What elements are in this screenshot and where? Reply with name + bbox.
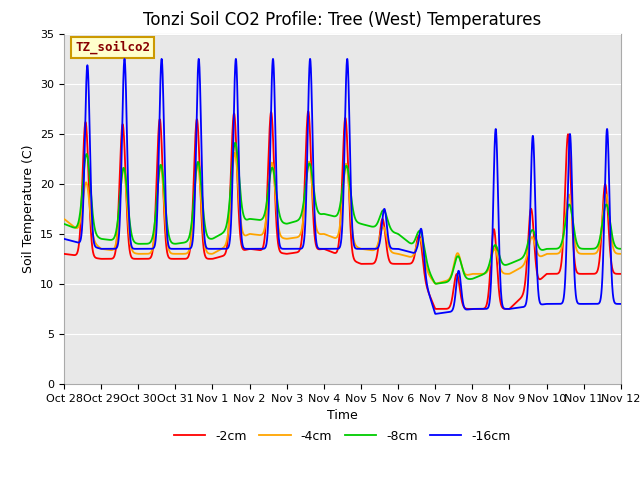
-8cm <box>433 281 440 287</box>
-2cm <box>433 306 440 312</box>
-16cm <box>617 301 625 307</box>
-16cm <box>160 131 168 136</box>
Line: -8cm: -8cm <box>64 143 621 284</box>
Title: Tonzi Soil CO2 Profile: Tree (West) Temperatures: Tonzi Soil CO2 Profile: Tree (West) Temp… <box>143 11 541 29</box>
Legend: -2cm, -4cm, -8cm, -16cm: -2cm, -4cm, -8cm, -16cm <box>169 425 516 448</box>
-4cm <box>160 199 168 205</box>
-2cm <box>436 306 444 312</box>
-2cm <box>617 271 625 277</box>
-2cm <box>160 206 168 212</box>
-8cm <box>617 246 625 252</box>
-8cm <box>436 280 444 286</box>
-4cm <box>60 216 68 222</box>
X-axis label: Time: Time <box>327 409 358 422</box>
-16cm <box>468 306 476 312</box>
Text: TZ_soilco2: TZ_soilco2 <box>75 41 150 54</box>
Line: -16cm: -16cm <box>64 59 621 314</box>
-4cm <box>322 232 330 238</box>
-16cm <box>499 304 507 310</box>
-8cm <box>616 246 624 252</box>
-16cm <box>616 301 624 307</box>
-8cm <box>160 185 168 191</box>
-8cm <box>499 261 507 267</box>
-4cm <box>432 281 440 287</box>
-16cm <box>436 310 444 316</box>
-4cm <box>231 150 239 156</box>
-4cm <box>499 270 507 276</box>
-2cm <box>305 108 312 114</box>
-2cm <box>322 247 330 252</box>
-16cm <box>431 311 439 317</box>
-4cm <box>436 279 444 285</box>
Line: -2cm: -2cm <box>64 111 621 309</box>
-4cm <box>468 271 476 277</box>
-2cm <box>616 271 624 277</box>
Y-axis label: Soil Temperature (C): Soil Temperature (C) <box>22 144 35 273</box>
-16cm <box>322 246 330 252</box>
-16cm <box>60 236 68 242</box>
-8cm <box>60 221 68 227</box>
-8cm <box>322 211 330 217</box>
-16cm <box>307 56 314 62</box>
-2cm <box>499 305 507 311</box>
-8cm <box>468 276 476 282</box>
-4cm <box>616 251 624 257</box>
-4cm <box>617 251 625 257</box>
-2cm <box>60 251 68 257</box>
-2cm <box>468 306 476 312</box>
Line: -4cm: -4cm <box>64 153 621 284</box>
-8cm <box>232 140 239 145</box>
